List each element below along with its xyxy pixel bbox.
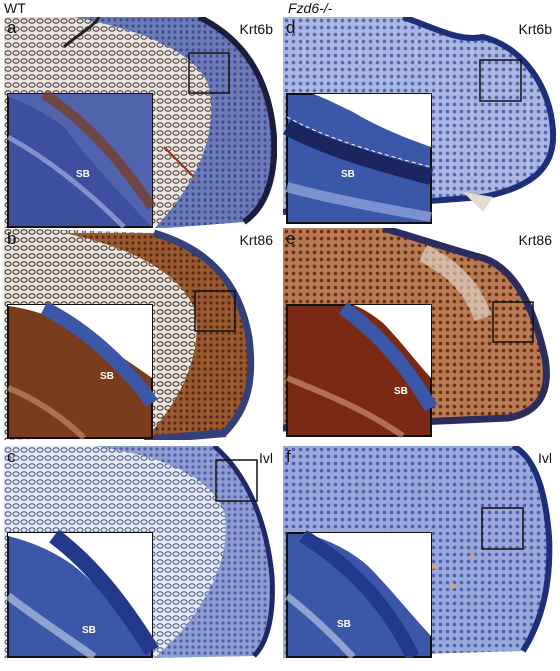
marker-label-b: Krt86 xyxy=(239,232,273,248)
panel-e: e Krt86 SB xyxy=(283,228,556,440)
inset-d xyxy=(283,93,434,224)
column-title-fzd6: Fzd6-/- xyxy=(288,0,333,16)
marker-label-e: Krt86 xyxy=(518,232,552,248)
panel-letter-b: b xyxy=(7,229,17,248)
panel-letter-c: c xyxy=(7,447,16,466)
panel-b: b Krt86 SB xyxy=(4,228,277,440)
inset-label-c: SB xyxy=(82,625,96,636)
panel-letter-d: d xyxy=(286,18,296,37)
inset-label-b: SB xyxy=(100,371,114,382)
micrograph-d xyxy=(283,17,556,229)
marker-label-f: Ivl xyxy=(538,450,552,466)
marker-label-c: Ivl xyxy=(259,450,273,466)
column-title-wt: WT xyxy=(4,0,26,16)
marker-label-a: Krt6b xyxy=(239,21,273,37)
inset-e xyxy=(285,302,438,439)
micrograph-e xyxy=(283,228,556,440)
inset-label-d: SB xyxy=(341,169,355,180)
panel-a: a Krt6b SB xyxy=(4,17,277,229)
panel-letter-a: a xyxy=(7,18,17,37)
micrograph-f xyxy=(283,446,556,658)
inset-f xyxy=(284,530,432,658)
panel-d: d Krt6b SB xyxy=(283,17,556,229)
marker-label-d: Krt6b xyxy=(518,21,552,37)
micrograph-a xyxy=(4,17,277,229)
panel-f: f Ivl SB xyxy=(283,446,556,658)
inset-c xyxy=(5,529,159,658)
inset-label-e: SB xyxy=(394,386,408,397)
micrograph-c xyxy=(4,446,277,658)
panel-c: c Ivl SB xyxy=(4,446,277,658)
inset-label-f: SB xyxy=(337,619,351,630)
inset-a xyxy=(6,89,157,229)
panel-letter-f: f xyxy=(286,447,291,466)
inset-label-a: SB xyxy=(76,169,90,180)
panel-letter-e: e xyxy=(286,229,296,248)
micrograph-b xyxy=(4,228,277,440)
inset-b xyxy=(6,301,158,440)
